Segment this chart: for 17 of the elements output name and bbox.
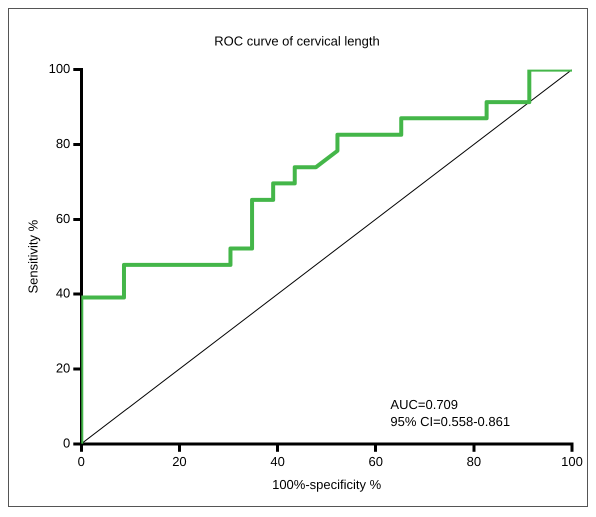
x-tick-label: 80 xyxy=(466,454,482,470)
y-tick-label: 40 xyxy=(56,286,70,301)
annotation: 95% CI=0.558-0.861 xyxy=(390,414,510,429)
x-tick-label: 100 xyxy=(561,454,583,470)
x-tick-label: 40 xyxy=(270,454,285,470)
x-tick-label: 20 xyxy=(172,454,187,470)
y-tick-label: 100 xyxy=(48,61,70,76)
y-tick-label: 60 xyxy=(56,210,70,226)
chart-title: ROC curve of cervical length xyxy=(214,33,380,48)
x-tick-label: 60 xyxy=(368,454,383,470)
y-tick-label: 20 xyxy=(56,360,70,376)
x-tick-label: 0 xyxy=(78,454,85,470)
annotation: AUC=0.709 xyxy=(390,396,458,412)
x-axis-title: 100%-specificity % xyxy=(272,476,382,492)
y-axis-title: Sensitivity % xyxy=(25,219,40,294)
y-tick-label: 0 xyxy=(63,435,70,450)
y-tick-label: 80 xyxy=(56,136,70,152)
